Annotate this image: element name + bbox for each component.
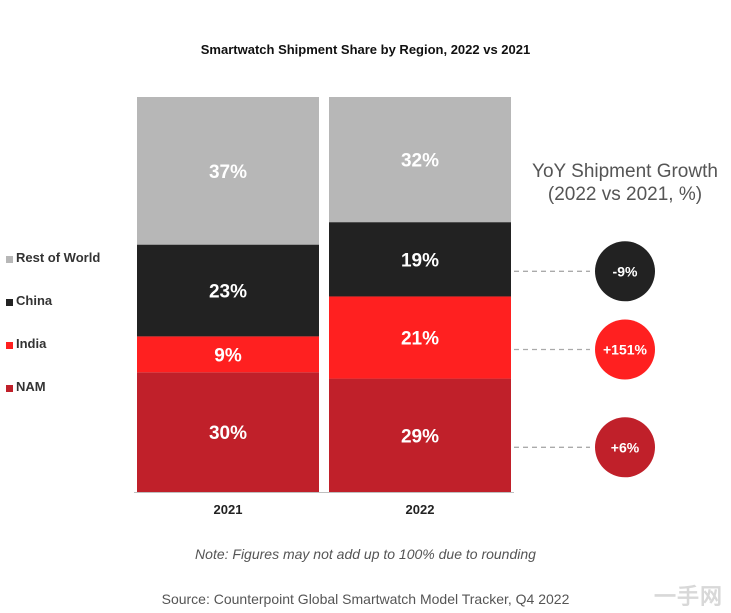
x-tick-label: 2022: [406, 502, 435, 517]
data-label: 29%: [401, 426, 439, 447]
bar-segment-china-2021: [137, 244, 319, 337]
bar-segment-china-2022: [329, 222, 511, 297]
data-label: 9%: [214, 345, 242, 366]
bar-segment-nam-2022: [329, 378, 511, 492]
legend-item: India: [6, 336, 100, 379]
data-label: 23%: [209, 282, 247, 303]
footnote: Note: Figures may not add up to 100% due…: [195, 546, 536, 562]
yoy-title-line2: (2022 vs 2021, %): [547, 184, 703, 205]
legend-item: Rest of World: [6, 250, 100, 293]
yoy-label: -9%: [613, 263, 638, 279]
chart-title: Smartwatch Shipment Share by Region, 202…: [200, 42, 531, 57]
legend-item: NAM: [6, 379, 100, 422]
data-label: 21%: [401, 329, 439, 350]
bar-segment-india-2022: [329, 296, 511, 379]
yoy-title: YoY Shipment Growth (2022 vs 2021, %): [510, 160, 731, 206]
bar-segment-india-2021: [137, 336, 319, 373]
yoy-label: +6%: [611, 439, 640, 455]
data-label: 19%: [401, 250, 439, 271]
data-label: 32%: [401, 151, 439, 172]
bar-segment-rest-of-world-2021: [137, 97, 319, 245]
bar-segment-nam-2021: [137, 372, 319, 492]
x-tick-label: 2021: [214, 502, 243, 517]
yoy-bubble: [595, 319, 655, 380]
legend-label: India: [16, 336, 47, 351]
legend-swatch: [6, 299, 13, 306]
yoy-title-line1: YoY Shipment Growth: [532, 161, 718, 182]
legend-swatch: [6, 256, 13, 263]
legend-label: Rest of World: [16, 250, 101, 265]
legend-item: China: [6, 293, 100, 336]
legend: Rest of World China India NAM: [6, 250, 100, 422]
data-label: 37%: [209, 162, 247, 183]
bar-segment-rest-of-world-2022: [329, 97, 511, 223]
yoy-label: +151%: [603, 342, 648, 358]
legend-swatch: [6, 342, 13, 349]
data-label: 30%: [209, 423, 247, 444]
watermark: 一手网: [653, 584, 723, 609]
legend-swatch: [6, 385, 13, 392]
legend-label: China: [16, 293, 53, 308]
source-line: Source: Counterpoint Global Smartwatch M…: [161, 591, 570, 607]
yoy-bubble: [595, 417, 655, 478]
yoy-bubble: [595, 241, 655, 302]
legend-label: NAM: [16, 379, 46, 394]
